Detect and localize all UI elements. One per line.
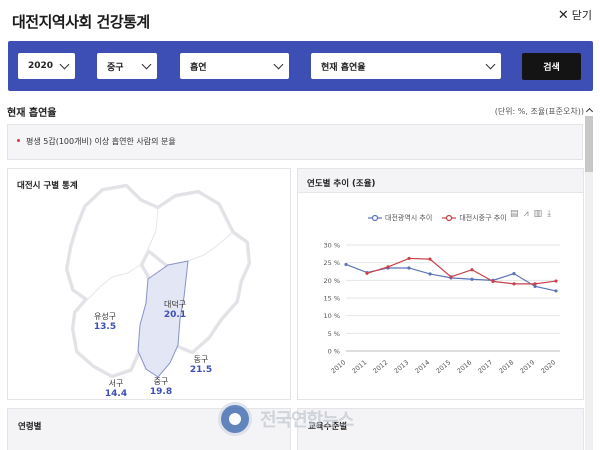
district-name-seo: 서구 [108,379,124,388]
series-point-1 [449,275,453,279]
series-point-1 [386,265,390,269]
chart-legend: 대전광역시 추이 대전시중구 추이 [368,213,513,223]
x-tick-label: 2016 [455,358,473,375]
bar-chart-icon[interactable]: ▥ [533,209,543,219]
series-line-1 [366,257,557,285]
scrollbar[interactable] [585,116,593,450]
table-view-icon[interactable]: ▤ [510,209,519,219]
legend-item-jung[interactable]: 대전시중구 추이 [442,213,507,223]
x-tick-label: 2019 [518,358,536,375]
download-icon[interactable]: ⤓ [547,209,552,219]
series-point-0 [344,262,348,267]
year-select[interactable]: 2020 [18,53,75,79]
series-point-1 [365,271,369,275]
watermark-text: 전국연합뉴스 [260,410,354,431]
filter-bar: 2020 중구 흡연 현재 흡연율 검색 [8,41,593,91]
x-tick-label: 2014 [413,358,431,375]
district-select[interactable]: 중구 [97,53,157,79]
x-tick-label: 2012 [371,358,389,375]
series-point-1 [554,279,558,283]
x-tick-label: 2018 [497,358,515,375]
district-value-jung: 19.8 [149,387,173,397]
map-panel-title: 대전시 구별 통계 [17,181,78,191]
chevron-down-icon [141,59,152,70]
series-point-1 [470,268,474,272]
legend-label-jung: 대전시중구 추이 [459,214,507,222]
district-name-yuseong: 유성구 [93,312,117,321]
series-point-0 [407,266,411,270]
series-point-0 [533,284,537,288]
close-label: 닫기 [571,9,592,22]
district-value-daedeok: 20.1 [163,310,187,320]
content-area: 현재 흡연율 (단위: %, 조율(표준오차)) 평생 5갑(100개비) 이상… [0,96,600,450]
y-tick-label: 30 % [323,242,340,250]
map-region-jung [137,260,189,378]
series-point-1 [491,279,495,283]
series-point-1 [533,282,537,286]
y-tick-label: 10 % [323,312,340,320]
category-select[interactable]: 흡연 [180,53,289,79]
y-tick-label: 15 % [323,295,340,303]
district-name-jung: 중구 [153,377,169,386]
x-tick-label: 2013 [392,358,410,375]
series-point-0 [554,289,558,293]
y-tick-label: 20 % [323,277,340,285]
year-select-value: 2020 [28,61,54,71]
y-tick-label: 25 % [323,259,340,267]
series-point-0 [512,272,516,276]
legend-item-daejeon[interactable]: 대전광역시 추이 [368,213,432,223]
category-select-value: 흡연 [190,62,207,73]
series-point-0 [470,277,474,281]
x-tick-label: 2010 [329,358,347,375]
line-chart-icon[interactable]: ⩘ [523,209,529,219]
series-point-1 [428,257,432,261]
series-point-0 [428,272,432,276]
trend-chart: 0 %5 %10 %15 %20 %25 %30 %2010 2011 2012 20… [323,242,560,375]
search-button[interactable]: 검색 [522,53,581,80]
x-tick-label: 2015 [434,358,452,375]
scrollbar-thumb[interactable] [585,116,593,172]
indicator-select[interactable]: 현재 흡연율 [311,53,501,79]
section-title: 현재 흡연율 [7,108,57,119]
close-icon: ✕ [557,7,569,23]
district-value-seo: 14.4 [104,389,128,399]
definition-text: 평생 5갑(100개비) 이상 흡연한 사람의 분율 [26,137,176,146]
chart-toolbar: ▤ ⩘ ▥ ⤓ [510,209,551,219]
age-panel-title: 연령별 [18,422,42,432]
district-name-daedeok: 대덕구 [163,300,187,309]
watermark-seal-icon [218,402,252,436]
unit-label: (단위: %, 조율(표준오차)) [494,107,584,116]
district-select-value: 중구 [107,62,124,73]
chart-panel-title: 연도별 추이 (조율) [307,179,376,189]
indicator-select-value: 현재 흡연율 [321,62,366,73]
series-point-1 [512,282,516,286]
x-tick-label: 2011 [350,358,368,375]
series-point-1 [407,256,411,261]
chevron-down-icon [59,59,70,70]
map-panel: 대전시 구별 통계 유성구 13.5 대덕구 20.1 동구 21.5 서구 1… [7,168,291,400]
district-value-dong: 21.5 [189,365,213,375]
chevron-down-icon [273,59,284,70]
district-name-dong: 동구 [193,355,209,364]
chevron-down-icon [485,59,496,70]
chart-panel: 연도별 추이 (조율) 대전광역시 추이 대전시중구 추이 ▤ ⩘ ▥ ⤓ 0 … [297,168,584,400]
y-tick-label: 0 % [328,348,340,356]
definition-box: 평생 5갑(100개비) 이상 흡연한 사람의 분율 [7,124,583,160]
district-value-yuseong: 13.5 [93,322,117,332]
close-button[interactable]: ✕ 닫기 [558,7,592,23]
page-title: 대전지역사회 건강통계 [12,13,150,31]
education-panel: 교육수준별 [297,408,584,450]
bullet-icon [17,139,20,142]
chevron-up-icon[interactable] [585,107,594,116]
x-tick-label: 2017 [476,358,494,375]
daejeon-map [65,184,251,378]
education-panel-title: 교육수준별 [308,422,348,432]
watermark: 전국연합뉴스 [218,398,398,440]
legend-label-daejeon: 대전광역시 추이 [385,214,433,222]
x-tick-label: 2020 [539,358,557,375]
chart-panel-header: 연도별 추이 (조율) [298,169,583,193]
y-tick-label: 5 % [328,330,340,338]
